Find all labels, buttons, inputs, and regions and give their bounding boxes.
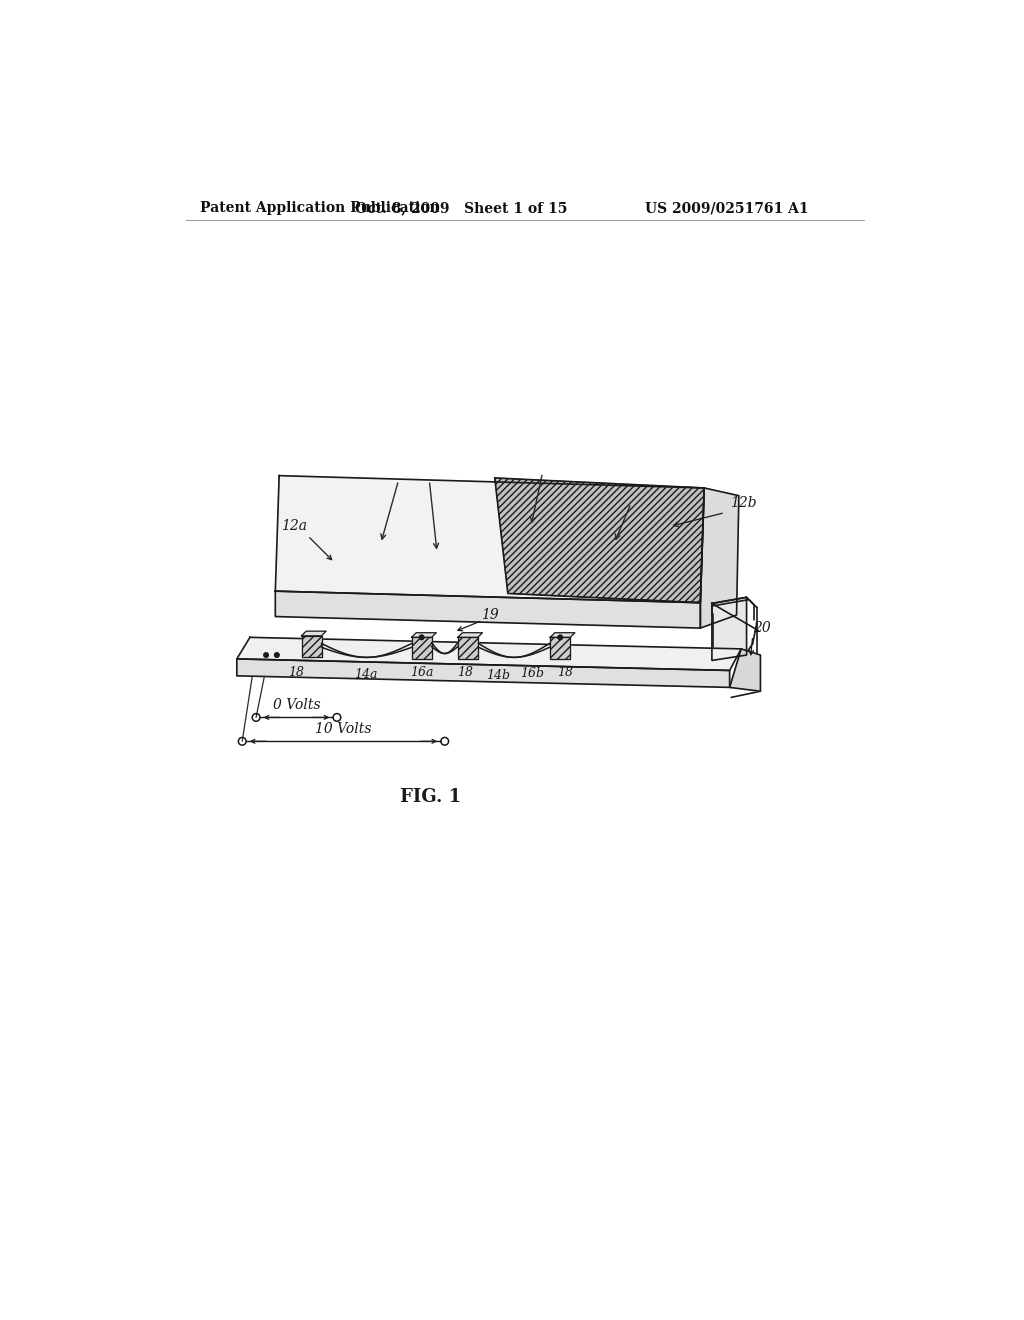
Polygon shape	[237, 659, 730, 688]
Polygon shape	[495, 478, 705, 603]
Polygon shape	[550, 632, 574, 638]
Polygon shape	[712, 598, 746, 660]
Circle shape	[419, 635, 424, 640]
Text: 20: 20	[753, 622, 770, 635]
Text: 18: 18	[458, 667, 473, 680]
Polygon shape	[301, 636, 322, 657]
Text: FIG. 1: FIG. 1	[400, 788, 462, 807]
Polygon shape	[495, 478, 705, 603]
Text: US 2009/0251761 A1: US 2009/0251761 A1	[644, 202, 808, 215]
Polygon shape	[301, 636, 322, 657]
Text: 10 Volts: 10 Volts	[315, 722, 372, 737]
Text: 16a: 16a	[410, 667, 433, 680]
Polygon shape	[301, 631, 326, 636]
Polygon shape	[550, 638, 570, 659]
Polygon shape	[412, 638, 432, 659]
Circle shape	[274, 653, 280, 657]
Text: 12b: 12b	[730, 496, 757, 511]
Text: 16b: 16b	[520, 667, 545, 680]
Polygon shape	[458, 638, 478, 659]
Polygon shape	[730, 649, 761, 692]
Polygon shape	[237, 638, 741, 671]
Polygon shape	[275, 591, 700, 628]
Polygon shape	[412, 632, 436, 638]
Text: Oct. 8, 2009   Sheet 1 of 15: Oct. 8, 2009 Sheet 1 of 15	[355, 202, 568, 215]
Text: 12a: 12a	[281, 520, 307, 533]
Polygon shape	[412, 638, 432, 659]
Text: 18: 18	[288, 667, 304, 680]
Text: Patent Application Publication: Patent Application Publication	[200, 202, 439, 215]
Circle shape	[558, 635, 562, 640]
Text: 0 Volts: 0 Volts	[272, 698, 321, 711]
Text: 18: 18	[558, 667, 573, 680]
Polygon shape	[700, 488, 739, 628]
Circle shape	[264, 653, 268, 657]
Text: 14a: 14a	[353, 668, 377, 681]
Text: 19: 19	[481, 609, 499, 622]
Polygon shape	[275, 475, 705, 603]
Polygon shape	[550, 638, 570, 659]
Text: 14b: 14b	[485, 668, 510, 681]
Polygon shape	[458, 638, 478, 659]
Polygon shape	[458, 632, 482, 638]
